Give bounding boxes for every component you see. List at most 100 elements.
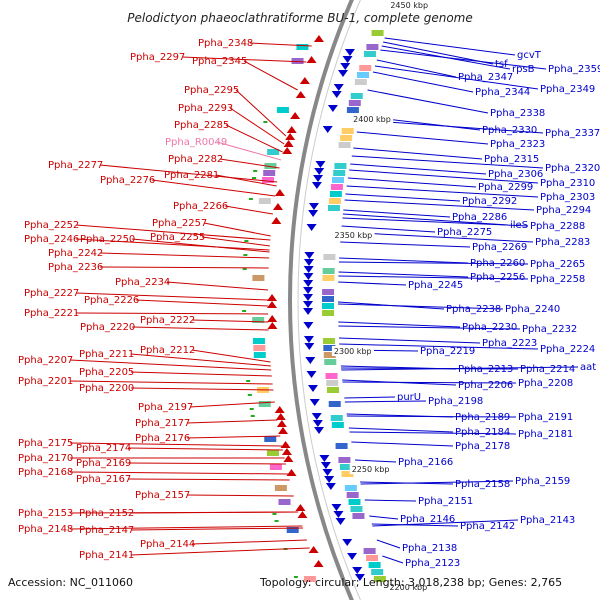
right-gene-label[interactable]: Ppha_2206 [458, 380, 513, 391]
right-gene-label[interactable]: Ppha_2223 [482, 338, 537, 349]
right-gene-label[interactable]: Ppha_2275 [437, 227, 492, 238]
left-gene-label[interactable]: Ppha_2212 [140, 345, 195, 356]
left-gene-label[interactable]: Ppha_2153 [18, 508, 73, 519]
right-gene-label[interactable]: ileS [510, 220, 528, 231]
left-gene-label[interactable]: Ppha_2200 [79, 383, 134, 394]
left-gene-label[interactable]: Ppha_2226 [84, 295, 139, 306]
left-gene-label[interactable]: Ppha_2175 [18, 438, 73, 449]
right-gene-label[interactable]: Ppha_2181 [518, 429, 573, 440]
left-gene-label[interactable]: Ppha_2242 [48, 248, 103, 259]
right-gene-label[interactable]: rpsB [512, 64, 535, 75]
right-gene-label[interactable]: Ppha_2286 [452, 212, 507, 223]
left-gene-label[interactable]: Ppha_2148 [18, 524, 73, 535]
left-gene-label[interactable]: Ppha_2147 [79, 525, 134, 536]
right-gene-label[interactable]: Ppha_2323 [490, 139, 545, 150]
left-gene-label[interactable]: Ppha_2277 [48, 160, 103, 171]
right-gene-label[interactable]: Ppha_2315 [484, 154, 539, 165]
right-gene-label[interactable]: Ppha_2269 [472, 242, 527, 253]
right-gene-label[interactable]: Ppha_2166 [398, 457, 453, 468]
right-gene-label[interactable]: Ppha_2310 [540, 178, 595, 189]
left-gene-label[interactable]: Ppha_2152 [79, 508, 134, 519]
right-gene-label[interactable]: Ppha_2349 [540, 84, 595, 95]
right-gene-label[interactable]: Ppha_2359 [548, 64, 600, 75]
right-gene-label[interactable]: Ppha_2189 [455, 412, 510, 423]
right-gene-label[interactable]: Ppha_2224 [540, 344, 595, 355]
right-gene-label[interactable]: Ppha_2219 [420, 346, 475, 357]
right-gene-label[interactable]: Ppha_2330 [482, 125, 537, 136]
left-gene-label[interactable]: Ppha_2170 [18, 453, 73, 464]
right-gene-label[interactable]: Ppha_2143 [520, 515, 575, 526]
right-gene-label[interactable]: Ppha_2292 [462, 196, 517, 207]
right-gene-label[interactable]: Ppha_2299 [478, 182, 533, 193]
right-gene-label[interactable]: Ppha_2337 [545, 128, 600, 139]
left-gene-label[interactable]: Ppha_2169 [76, 458, 131, 469]
right-gene-label[interactable]: Ppha_2178 [455, 441, 510, 452]
left-gene-label[interactable]: Ppha_2220 [80, 322, 135, 333]
left-gene-label[interactable]: Ppha_2234 [115, 277, 170, 288]
left-gene-label[interactable]: Ppha_2348 [198, 38, 253, 49]
right-gene-label[interactable]: Ppha_2198 [428, 396, 483, 407]
left-gene-label[interactable]: Ppha_R0049 [165, 137, 227, 148]
right-gene-label[interactable]: Ppha_2260 [470, 258, 525, 269]
right-gene-label[interactable]: Ppha_2214 [520, 364, 575, 375]
left-gene-label[interactable]: Ppha_2276 [100, 175, 155, 186]
left-gene-label[interactable]: Ppha_2177 [135, 418, 190, 429]
right-gene-label[interactable]: Ppha_2258 [530, 274, 585, 285]
right-gene-label[interactable]: gcvT [517, 50, 542, 61]
right-gene-label[interactable]: Ppha_2245 [408, 280, 463, 291]
right-gene-label[interactable]: Ppha_2288 [530, 221, 585, 232]
right-gene-label[interactable]: Ppha_2151 [418, 496, 473, 507]
right-gene-label[interactable]: Ppha_2283 [535, 237, 590, 248]
left-gene-label[interactable]: Ppha_2250 [80, 234, 135, 245]
left-gene-label[interactable]: Ppha_2221 [24, 308, 79, 319]
right-gene-label[interactable]: Ppha_2265 [530, 259, 585, 270]
right-gene-label[interactable]: Ppha_2159 [515, 476, 570, 487]
right-gene-label[interactable]: Ppha_2213 [458, 364, 513, 375]
right-gene-label[interactable]: Ppha_2191 [518, 412, 573, 423]
right-gene-label[interactable]: Ppha_2232 [522, 324, 577, 335]
left-gene-label[interactable]: Ppha_2227 [24, 288, 79, 299]
left-gene-label[interactable]: Ppha_2246 [24, 234, 79, 245]
right-gene-label[interactable]: Ppha_2238 [446, 304, 501, 315]
left-gene-label[interactable]: Ppha_2257 [152, 218, 207, 229]
right-gene-label[interactable]: Ppha_2320 [545, 163, 600, 174]
left-gene-label[interactable]: Ppha_2255 [150, 232, 205, 243]
right-gene-label[interactable]: Ppha_2208 [518, 378, 573, 389]
left-gene-label[interactable]: Ppha_2207 [18, 355, 73, 366]
right-gene-label[interactable]: Ppha_2303 [540, 192, 595, 203]
left-gene-label[interactable]: Ppha_2205 [79, 367, 134, 378]
left-gene-label[interactable]: Ppha_2293 [178, 103, 233, 114]
left-gene-label[interactable]: Ppha_2167 [76, 474, 131, 485]
left-gene-label[interactable]: Ppha_2281 [164, 170, 219, 181]
left-gene-label[interactable]: Ppha_2236 [48, 262, 103, 273]
left-gene-label[interactable]: Ppha_2168 [18, 467, 73, 478]
right-gene-label[interactable]: aat [580, 362, 596, 373]
right-gene-label[interactable]: Ppha_2338 [490, 108, 545, 119]
right-gene-label[interactable]: Ppha_2240 [505, 304, 560, 315]
left-gene-label[interactable]: Ppha_2174 [76, 443, 131, 454]
left-gene-label[interactable]: Ppha_2197 [138, 402, 193, 413]
left-gene-label[interactable]: Ppha_2144 [140, 539, 195, 550]
right-gene-label[interactable]: Ppha_2142 [460, 521, 515, 532]
left-gene-label[interactable]: Ppha_2295 [184, 85, 239, 96]
right-gene-label[interactable]: Ppha_2347 [458, 72, 513, 83]
left-gene-label[interactable]: Ppha_2211 [79, 349, 134, 360]
right-gene-label[interactable]: purU [397, 392, 421, 403]
right-gene-label[interactable]: Ppha_2123 [405, 558, 460, 569]
left-gene-label[interactable]: Ppha_2297 [130, 52, 185, 63]
right-gene-label[interactable]: Ppha_2230 [462, 322, 517, 333]
right-gene-label[interactable]: tsf [495, 59, 508, 70]
right-gene-label[interactable]: Ppha_2158 [455, 479, 510, 490]
right-gene-label[interactable]: Ppha_2344 [475, 87, 530, 98]
left-gene-label[interactable]: Ppha_2222 [140, 315, 195, 326]
right-gene-label[interactable]: Ppha_2146 [400, 514, 455, 525]
left-gene-label[interactable]: Ppha_2252 [24, 220, 79, 231]
left-gene-label[interactable]: Ppha_2345 [192, 56, 247, 67]
left-gene-label[interactable]: Ppha_2176 [135, 433, 190, 444]
right-gene-label[interactable]: Ppha_2138 [402, 543, 457, 554]
left-gene-label[interactable]: Ppha_2141 [79, 550, 134, 561]
right-gene-label[interactable]: Ppha_2306 [488, 169, 543, 180]
left-gene-label[interactable]: Ppha_2266 [173, 201, 228, 212]
left-gene-label[interactable]: Ppha_2285 [174, 120, 229, 131]
right-gene-label[interactable]: Ppha_2256 [470, 272, 525, 283]
